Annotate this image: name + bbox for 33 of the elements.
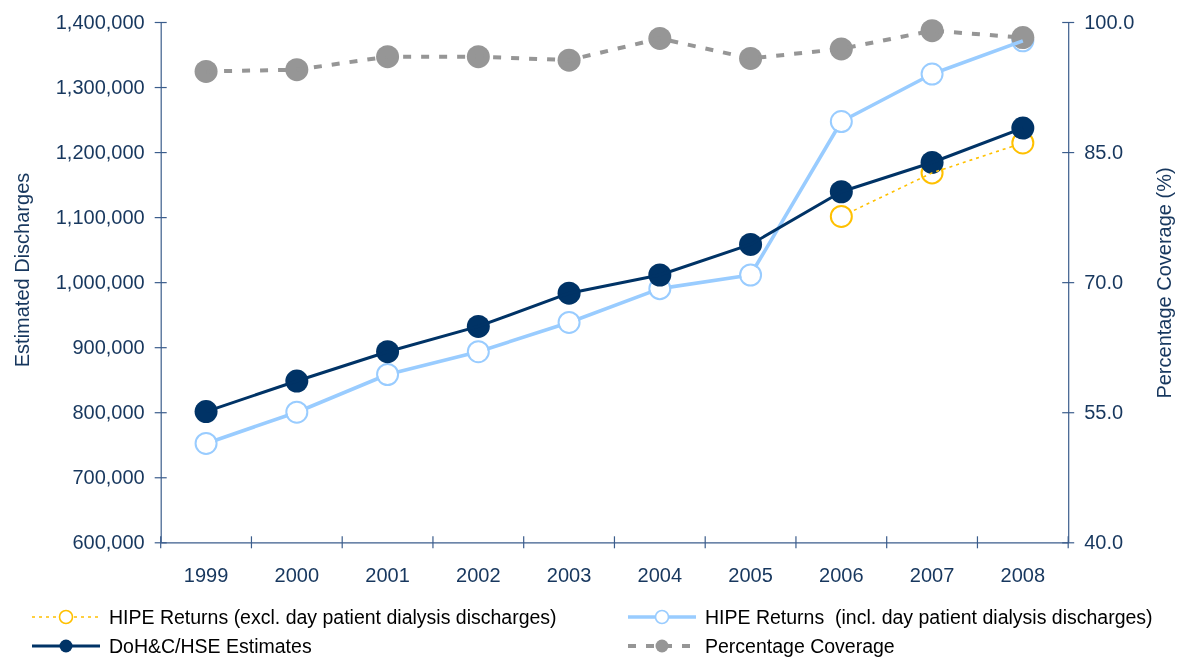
y2-tick-label: 55.0 (1084, 401, 1124, 424)
x-tick-label: 2008 (1000, 564, 1046, 587)
legend-label: HIPE Returns (incl. day patient dialysis discharges) (705, 606, 1153, 628)
y-tick-label: 1,300,000 (55, 75, 145, 98)
y-tick-label: 1,400,000 (55, 10, 145, 33)
legend-label: DoH&C/HSE Estimates (109, 635, 312, 657)
y-tick-label: 1,200,000 (55, 140, 145, 163)
y2-tick-label: 85.0 (1084, 140, 1124, 163)
x-tick-label: 2004 (637, 564, 683, 587)
x-tick-label: 2000 (274, 564, 320, 587)
y2-tick-label: 40.0 (1084, 531, 1124, 554)
y-tick-label: 900,000 (72, 336, 145, 359)
x-tick-label: 2003 (546, 564, 592, 587)
y-tick-label: 600,000 (72, 531, 145, 554)
x-tick-label: 1999 (183, 564, 229, 587)
x-tick-label: 2005 (728, 564, 773, 587)
legend-label: HIPE Returns (excl. day patient dialysis discharges) (109, 606, 557, 628)
legend-label: Percentage Coverage (705, 635, 895, 657)
x-tick-label: 2001 (365, 564, 410, 587)
y-axis-title: Estimated Discharges (11, 172, 33, 368)
y2-tick-label: 70.0 (1084, 271, 1124, 294)
y2-axis-title: Percentage Coverage (%) (1153, 167, 1175, 399)
x-tick-label: 2007 (909, 564, 955, 587)
point (194, 400, 218, 424)
x-tick-label: 2002 (456, 564, 501, 587)
y-tick-label: 800,000 (72, 401, 145, 424)
point (1011, 116, 1035, 140)
x-tick-label: 2006 (819, 564, 864, 587)
y2-tick-label: 100.0 (1084, 10, 1135, 33)
point (829, 204, 853, 228)
y-tick-label: 700,000 (72, 466, 145, 489)
y-tick-label: 1,000,000 (55, 271, 145, 294)
y-tick-label: 1,100,000 (55, 206, 145, 229)
